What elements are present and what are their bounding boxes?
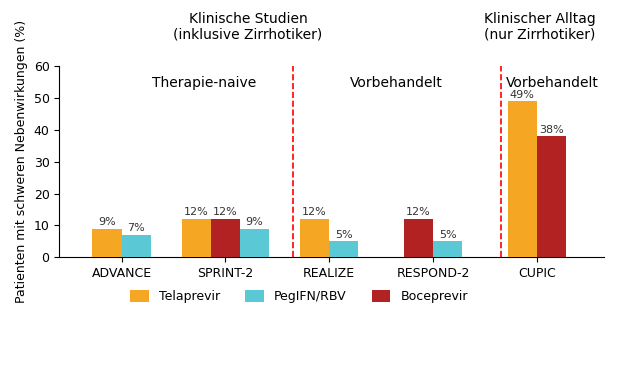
Bar bbox=[92, 229, 122, 257]
Text: Vorbehandelt: Vorbehandelt bbox=[350, 76, 443, 90]
Text: 12%: 12% bbox=[406, 207, 431, 217]
Text: 12%: 12% bbox=[303, 207, 327, 217]
Text: 5%: 5% bbox=[439, 230, 456, 240]
Text: Klinische Studien
(inklusive Zirrhotiker): Klinische Studien (inklusive Zirrhotiker… bbox=[174, 12, 322, 42]
Text: 12%: 12% bbox=[213, 207, 237, 217]
Bar bbox=[182, 219, 211, 257]
Bar bbox=[508, 101, 537, 257]
Bar bbox=[433, 241, 462, 257]
Text: 5%: 5% bbox=[335, 230, 353, 240]
Text: Vorbehandelt: Vorbehandelt bbox=[506, 76, 599, 90]
Text: Klinischer Alltag
(nur Zirrhotiker): Klinischer Alltag (nur Zirrhotiker) bbox=[484, 12, 595, 42]
Legend: Telaprevir, PegIFN/RBV, Boceprevir: Telaprevir, PegIFN/RBV, Boceprevir bbox=[125, 285, 473, 308]
Bar bbox=[329, 241, 358, 257]
Bar bbox=[404, 219, 433, 257]
Text: 12%: 12% bbox=[184, 207, 209, 217]
Bar bbox=[537, 136, 566, 257]
Text: 9%: 9% bbox=[246, 217, 264, 227]
Text: 49%: 49% bbox=[510, 90, 534, 100]
Text: 7%: 7% bbox=[127, 223, 145, 234]
Bar bbox=[122, 235, 151, 257]
Bar bbox=[211, 219, 240, 257]
Text: Therapie-naive: Therapie-naive bbox=[153, 76, 257, 90]
Bar bbox=[240, 229, 269, 257]
Y-axis label: Patienten mit schweren Nebenwirkungen (%): Patienten mit schweren Nebenwirkungen (%… bbox=[15, 20, 28, 303]
Bar bbox=[300, 219, 329, 257]
Text: 38%: 38% bbox=[539, 125, 564, 135]
Text: 9%: 9% bbox=[98, 217, 116, 227]
